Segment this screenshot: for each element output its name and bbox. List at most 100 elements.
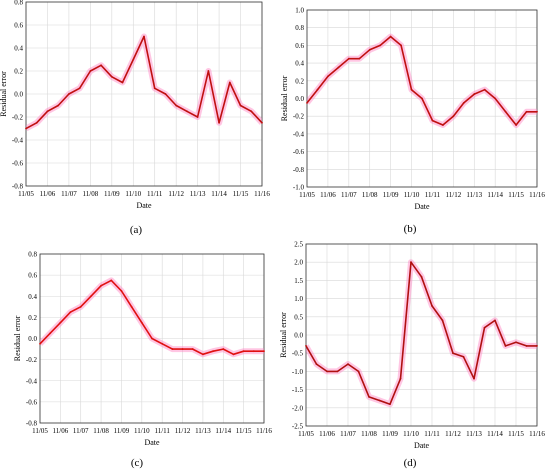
x-tick-label: 11/14 — [487, 430, 503, 438]
y-tick-label: -0.8 — [12, 183, 24, 191]
y-tick-label: 0.8 — [295, 24, 304, 32]
data-point — [357, 370, 360, 373]
x-tick-label: 11/13 — [190, 190, 206, 198]
data-point — [59, 321, 62, 324]
x-tick-label: 11/08 — [93, 427, 109, 435]
y-tick-label: 1.5 — [294, 277, 303, 285]
y-tick-label: -0.4 — [26, 377, 38, 385]
data-point — [130, 305, 133, 308]
y-tick-label: 2.5 — [294, 241, 303, 249]
data-point — [358, 57, 361, 60]
x-tick-label: 11/09 — [382, 430, 398, 438]
data-point — [69, 311, 72, 313]
x-tick-label: 11/16 — [256, 427, 272, 435]
data-point — [431, 119, 434, 122]
y-axis-title: Residual error — [280, 75, 289, 121]
data-point — [327, 75, 329, 78]
data-point — [110, 279, 113, 282]
data-point — [68, 93, 70, 95]
data-point — [175, 104, 178, 107]
data-point — [263, 350, 265, 353]
plot-frame — [39, 253, 265, 424]
y-tick-label: -0.5 — [292, 350, 304, 358]
data-point — [207, 70, 210, 72]
data-point — [252, 350, 255, 353]
data-point — [421, 97, 423, 100]
y-tick-label: 0.6 — [28, 272, 37, 280]
x-tick-label: 11/12 — [445, 430, 461, 438]
data-point — [347, 363, 349, 366]
data-point — [222, 348, 225, 350]
data-point — [164, 93, 167, 95]
data-point — [379, 44, 382, 47]
data-point — [483, 88, 486, 91]
data-point — [462, 355, 465, 358]
y-tick-label: 0.2 — [295, 77, 304, 85]
x-tick-label: 11/06 — [319, 430, 335, 438]
data-point — [410, 88, 413, 91]
x-axis-title: Date — [144, 438, 160, 447]
x-tick-label: 11/15 — [508, 430, 524, 438]
x-tick-label: 11/07 — [341, 191, 357, 199]
x-tick-label: 11/13 — [466, 191, 482, 199]
data-point — [504, 110, 507, 113]
panel-label: (a) — [130, 224, 143, 236]
x-tick-label: 11/09 — [383, 191, 399, 199]
panel-label: (d) — [404, 457, 417, 469]
data-point — [378, 399, 381, 402]
panel-label: (b) — [404, 223, 417, 235]
x-tick-label: 11/05 — [299, 191, 315, 199]
x-tick-label: 11/10 — [134, 427, 150, 435]
data-point — [315, 363, 318, 366]
x-tick-label: 11/09 — [104, 190, 120, 198]
data-point — [232, 353, 235, 356]
data-point — [212, 350, 214, 353]
data-point — [515, 124, 517, 126]
data-point — [228, 81, 231, 84]
data-point — [483, 326, 486, 329]
y-tick-label: 0.0 — [294, 332, 303, 340]
data-point — [261, 121, 263, 124]
data-point — [121, 81, 124, 84]
data-point — [153, 87, 156, 90]
x-tick-label: 11/08 — [362, 191, 378, 199]
x-tick-label: 11/10 — [125, 190, 141, 198]
data-point — [389, 403, 391, 406]
x-tick-label: 11/14 — [487, 191, 503, 199]
x-tick-label: 11/16 — [529, 430, 545, 438]
series-halo — [26, 33, 262, 132]
data-point — [347, 57, 350, 60]
y-tick-label: 0.8 — [28, 251, 37, 259]
data-point — [171, 348, 174, 350]
data-point — [494, 97, 497, 100]
data-point — [536, 110, 538, 113]
x-axis-title: Date — [136, 201, 152, 210]
data-point — [525, 345, 528, 347]
data-point — [25, 127, 27, 130]
y-tick-label: -0.6 — [26, 398, 38, 406]
data-point — [218, 121, 220, 124]
plot-frame — [305, 243, 538, 427]
x-tick-label: 11/12 — [175, 427, 191, 435]
data-point — [326, 370, 328, 373]
data-point — [515, 341, 517, 344]
x-tick-label: 11/06 — [320, 191, 336, 199]
x-tick-label: 11/16 — [529, 191, 545, 199]
data-point — [452, 352, 454, 355]
data-point — [368, 395, 370, 398]
data-point — [452, 115, 455, 118]
data-point — [90, 295, 92, 298]
data-point — [120, 290, 123, 292]
y-tick-label: 1.0 — [295, 7, 304, 15]
data-point — [151, 337, 153, 340]
data-point — [35, 121, 38, 124]
data-point — [337, 66, 340, 69]
data-point — [202, 353, 204, 356]
data-point — [410, 261, 412, 264]
data-point — [186, 110, 188, 113]
data-point — [368, 48, 371, 51]
x-axis-title: Date — [414, 441, 430, 450]
x-tick-label: 11/11 — [424, 430, 440, 438]
data-point — [100, 64, 102, 67]
